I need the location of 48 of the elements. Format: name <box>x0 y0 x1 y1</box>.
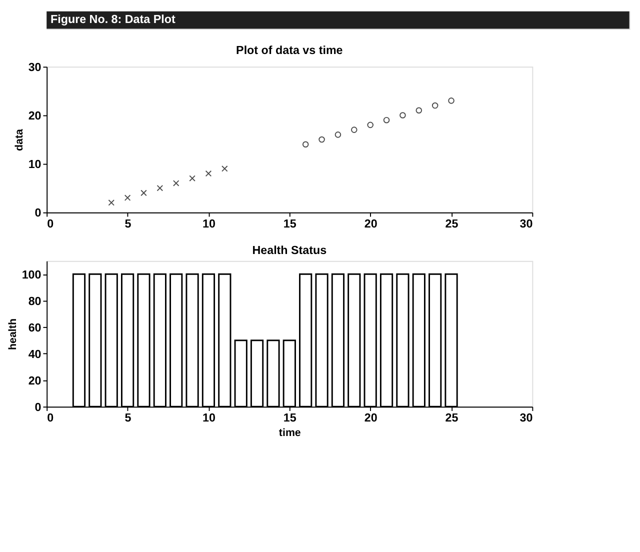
point <box>140 190 147 196</box>
x-tick-label: 0 <box>47 217 54 230</box>
point <box>432 102 438 109</box>
x-tick-label: 0 <box>47 412 54 425</box>
point <box>351 126 358 133</box>
y-tick-label: 10 <box>28 158 42 172</box>
y-tick-label: 100 <box>22 268 42 282</box>
point <box>318 136 325 143</box>
x-tick-label: 10 <box>202 217 216 230</box>
point <box>302 141 309 148</box>
y-tick-label: 20 <box>28 374 42 388</box>
point <box>124 194 131 201</box>
y-axis-title: health <box>7 318 20 350</box>
point <box>222 166 228 172</box>
point <box>205 170 212 177</box>
x-tick-label: 10 <box>202 412 216 425</box>
x-tick-label: 30 <box>520 217 533 230</box>
x-axis-title: time <box>278 427 301 440</box>
chart-title: Plot of data vs time <box>236 44 344 58</box>
x-tick-label: 20 <box>364 217 378 230</box>
point <box>108 200 115 206</box>
point <box>383 116 390 124</box>
point <box>172 180 180 186</box>
point <box>367 122 374 128</box>
point <box>448 98 454 104</box>
y-axis-title: data <box>13 128 26 151</box>
x-tick-label: 5 <box>124 412 132 425</box>
text: Figure No. 8: Data Plot <box>50 12 176 26</box>
x-tick-label: 15 <box>283 217 297 230</box>
y-tick-label: 60 <box>28 322 42 335</box>
y-tick-label: 0 <box>34 400 42 414</box>
point <box>334 132 342 138</box>
y-tick-label: 40 <box>28 348 42 361</box>
point <box>156 184 164 192</box>
chart-title: Health Status <box>252 244 327 258</box>
x-tick-label: 30 <box>520 412 533 425</box>
y-tick-label: 80 <box>28 295 42 308</box>
x-tick-label: 25 <box>445 412 459 425</box>
x-tick-label: 20 <box>364 412 378 425</box>
x-tick-label: 5 <box>124 217 132 230</box>
y-tick-label: 20 <box>28 110 42 123</box>
y-tick-label: 0 <box>34 206 42 220</box>
point <box>416 107 422 114</box>
x-tick-label: 15 <box>283 412 297 425</box>
x-tick-label: 25 <box>445 217 459 230</box>
point <box>400 112 406 118</box>
y-tick-label: 30 <box>28 61 42 74</box>
point <box>189 175 196 182</box>
